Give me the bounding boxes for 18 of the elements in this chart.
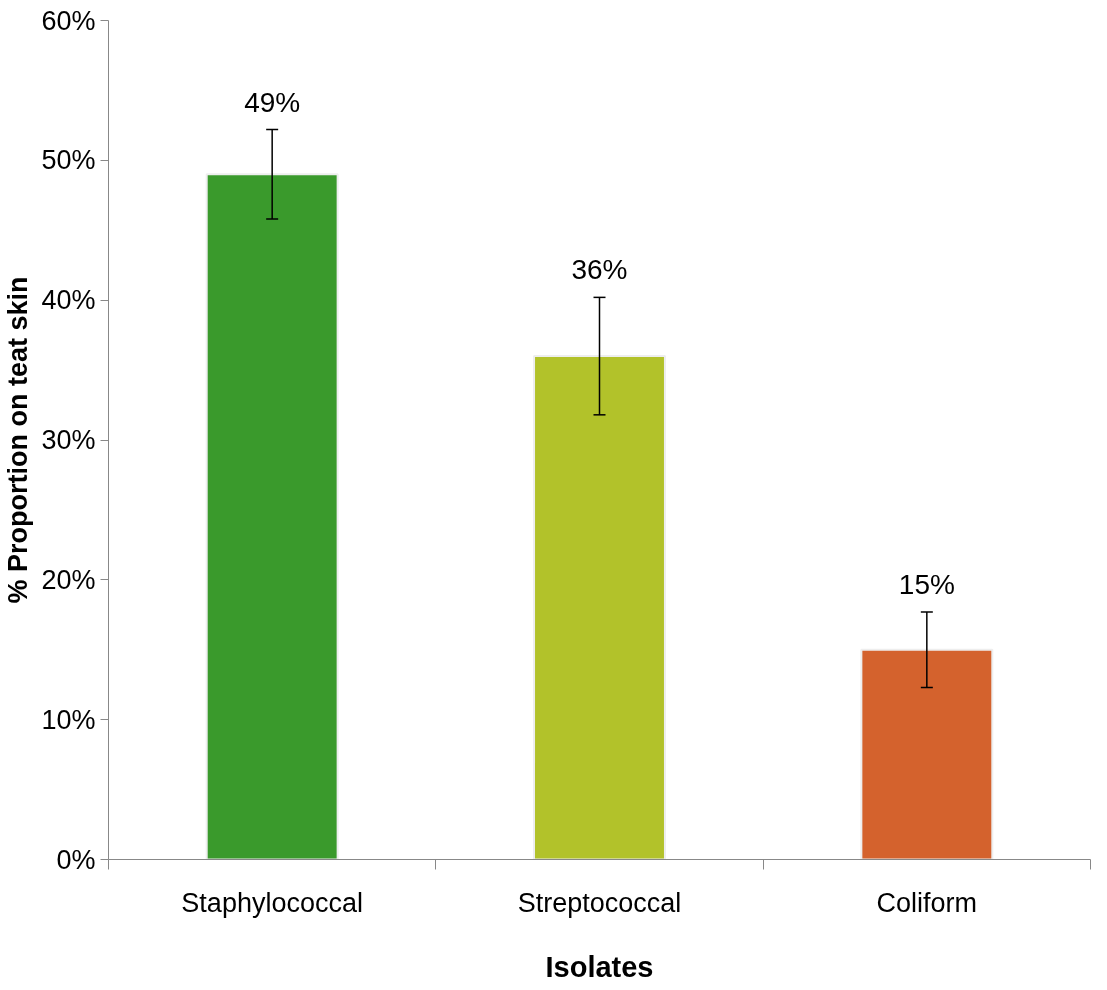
y-tick-label: 20% (41, 564, 96, 595)
x-tick-label: Staphylococcal (181, 887, 363, 918)
y-tick-label: 60% (41, 5, 96, 36)
bar (533, 355, 666, 860)
x-tick-label: Streptococcal (517, 887, 682, 918)
x-axis-title: Isolates (545, 950, 654, 983)
data-label: 15% (898, 568, 955, 600)
y-tick-label: 10% (41, 704, 96, 735)
y-tick-label: 0% (56, 844, 96, 875)
x-tick-label: Coliform (876, 887, 978, 918)
y-tick-label: 40% (41, 285, 96, 316)
data-label: 36% (571, 254, 628, 286)
y-tick-label: 30% (41, 425, 96, 455)
data-label: 49% (244, 86, 301, 118)
y-axis-title: % Proportion on teat skin (3, 276, 34, 604)
y-tick-label: 50% (41, 145, 96, 176)
bar (860, 648, 994, 860)
bar (205, 173, 339, 860)
